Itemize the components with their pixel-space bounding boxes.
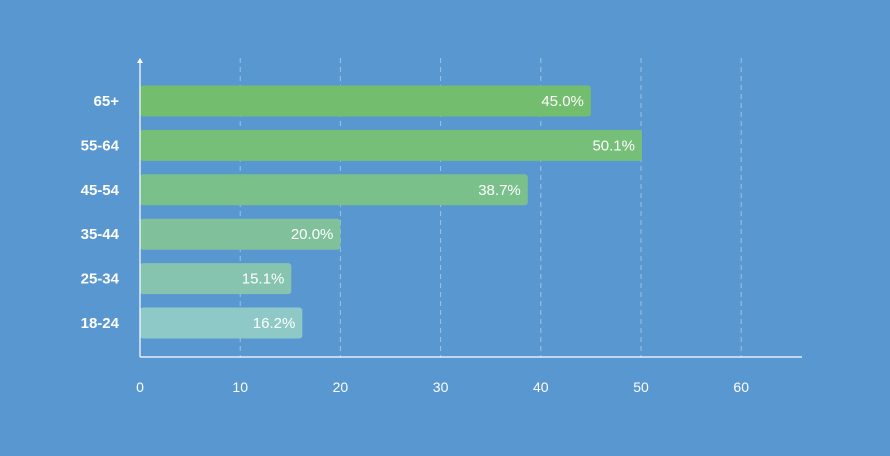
bar-65+ [140,85,591,117]
bar-layer [140,85,643,339]
value-label-35-44: 20.0% [291,226,334,243]
category-label-45-54: 45-54 [81,182,120,199]
value-label-55-64: 50.1% [592,137,635,154]
value-label-65+: 45.0% [541,93,584,110]
value-label-25-34: 15.1% [242,271,285,288]
category-label-65+: 65+ [94,93,120,110]
value-label-18-24: 16.2% [253,315,296,332]
x-tick-label-60: 60 [733,379,749,395]
value-label-45-54: 38.7% [478,182,521,199]
x-tick-label-50: 50 [633,379,649,395]
bar-25-34 [140,263,292,295]
category-label-55-64: 55-64 [81,137,120,154]
category-label-18-24: 18-24 [81,315,120,332]
axis-layer [137,58,802,358]
y-axis-arrow-icon [137,58,143,63]
category-label-35-44: 35-44 [81,226,120,243]
bar-55-64 [140,129,643,161]
x-tick-label-0: 0 [136,379,144,395]
x-tick-label-10: 10 [232,379,248,395]
bar-35-44 [140,218,341,250]
bar-45-54 [140,174,528,206]
label-layer: 0 10 20 30 40 50 60 65+ 45.0% 55-64 50.1% 45-54 38.7… [81,93,750,395]
category-label-25-34: 25-34 [81,271,120,288]
x-tick-label-30: 30 [433,379,449,395]
bar-18-24 [140,307,303,339]
x-tick-label-20: 20 [333,379,349,395]
x-tick-label-40: 40 [533,379,549,395]
